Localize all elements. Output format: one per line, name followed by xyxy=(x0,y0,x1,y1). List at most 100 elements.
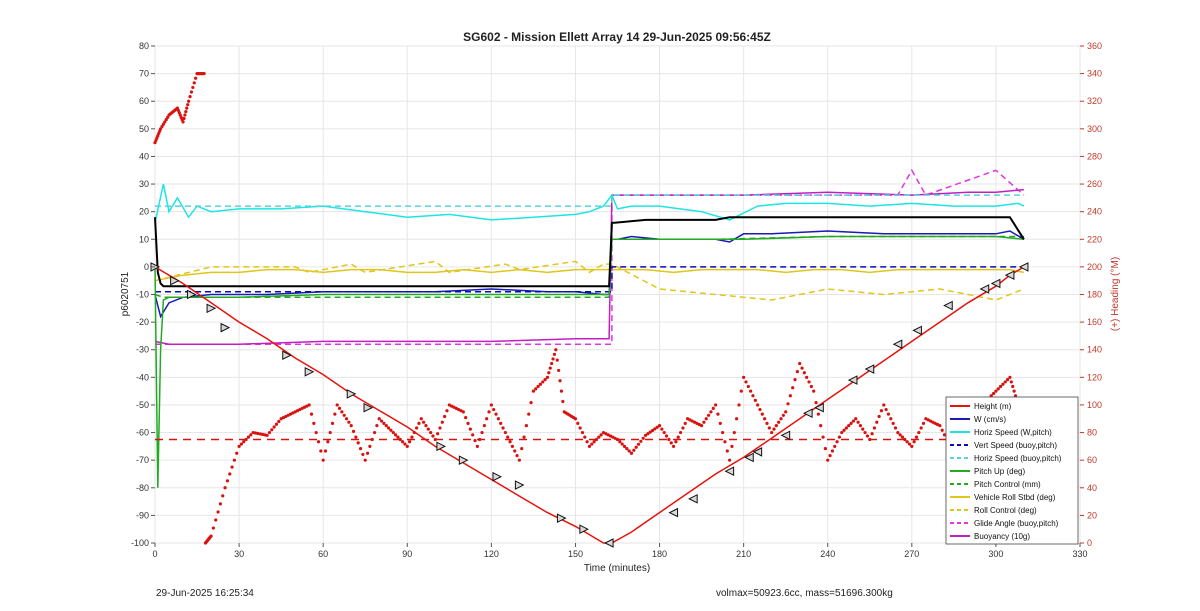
chart-title: SG602 - Mission Ellett Array 14 29-Jun-2… xyxy=(463,30,771,44)
heading-point xyxy=(187,99,191,103)
heading-point xyxy=(265,433,269,437)
heading-point xyxy=(576,421,580,425)
heading-point xyxy=(863,430,867,435)
heading-point xyxy=(842,428,846,432)
heading-point xyxy=(730,444,734,448)
heading-point xyxy=(396,435,400,439)
heading-point xyxy=(784,410,788,414)
series-vbd-10-cc xyxy=(154,216,1025,288)
heading-point xyxy=(547,371,551,375)
heading-point xyxy=(249,433,253,437)
height-marker xyxy=(186,289,197,300)
y2-axis-label: (+) Heading (°M) xyxy=(1110,257,1121,331)
heading-point xyxy=(664,434,669,438)
heading-point xyxy=(527,412,531,416)
x-axis: 0 30 60 90 120 150 180 210 240 270 300 330 xyxy=(152,543,1088,559)
heading-point xyxy=(636,442,641,446)
heading-point xyxy=(879,409,884,413)
heading-point xyxy=(854,417,858,421)
heading-point xyxy=(314,430,318,435)
heading-point xyxy=(587,444,592,448)
y-tick-label: -90 xyxy=(136,510,149,520)
y2-tick-label: 200 xyxy=(1087,262,1102,272)
heading-point xyxy=(851,419,856,423)
heading-point xyxy=(714,403,718,407)
x-tick-label: 270 xyxy=(904,549,919,559)
heading-point xyxy=(681,426,685,430)
heading-point xyxy=(166,115,170,119)
y-tick-label: -40 xyxy=(136,372,149,382)
series-horiz-speed-buoy-pitch xyxy=(155,194,1024,207)
heading-point xyxy=(618,440,622,444)
x-tick-label: 150 xyxy=(568,549,583,559)
legend-entry: Buoyancy (10g) xyxy=(974,532,1030,541)
heading-point xyxy=(671,444,676,448)
heading-point xyxy=(538,382,543,386)
legend-entry: Pitch Up (deg) xyxy=(974,467,1025,476)
heading-point xyxy=(746,384,750,389)
legend-entry: Vert Speed (buoy,pitch) xyxy=(974,441,1057,450)
heading-point xyxy=(805,375,809,379)
x-tick-label: 330 xyxy=(1072,549,1087,559)
heading-point xyxy=(403,442,407,446)
heading-point xyxy=(1008,375,1012,379)
heading-point xyxy=(340,410,344,414)
height-marker xyxy=(668,507,679,518)
heading-point xyxy=(473,439,477,443)
height-marker xyxy=(688,494,698,504)
heading-point xyxy=(940,428,944,432)
heading-point xyxy=(508,440,512,444)
heading-point xyxy=(163,120,167,124)
heading-point xyxy=(786,402,790,406)
heading-point xyxy=(182,116,186,121)
heading-point xyxy=(578,426,582,430)
heading-point xyxy=(840,430,844,435)
heading-point xyxy=(186,103,190,107)
heading-point xyxy=(274,422,279,426)
heading-point xyxy=(192,81,196,85)
heading-point xyxy=(742,375,746,379)
x-tick-label: 30 xyxy=(234,549,244,559)
heading-point xyxy=(770,430,774,435)
heading-point xyxy=(938,424,942,428)
x-tick-label: 210 xyxy=(736,549,751,559)
heading-point xyxy=(440,420,444,424)
heading-point xyxy=(580,430,585,435)
heading-point xyxy=(513,449,517,453)
y-tick-label: 50 xyxy=(139,124,149,134)
heading-point xyxy=(751,394,755,398)
heading-point xyxy=(882,403,886,407)
y2-tick-label: 60 xyxy=(1087,455,1097,465)
heading-point xyxy=(597,435,601,439)
heading-point xyxy=(634,445,638,449)
heading-point xyxy=(683,421,687,425)
y-tick-label: 0 xyxy=(144,262,149,272)
heading-point xyxy=(699,424,704,428)
height-marker xyxy=(780,430,791,441)
heading-point xyxy=(194,76,198,80)
heading-point xyxy=(351,429,356,434)
y-tick-label: 40 xyxy=(139,151,149,161)
heading-point xyxy=(721,430,725,435)
legend: Height (m) W (cm/s) Horiz Speed (W,pitch) V… xyxy=(945,396,1079,545)
y-tick-label: -10 xyxy=(136,290,149,300)
heading-point xyxy=(482,424,486,428)
heading-point xyxy=(886,412,891,416)
heading-point xyxy=(585,440,589,444)
heading-point xyxy=(639,439,643,443)
heading-point xyxy=(517,458,521,462)
legend-entry: Horiz Speed (buoy,pitch) xyxy=(974,454,1062,463)
heading-point xyxy=(405,444,409,448)
heading-point xyxy=(837,435,842,439)
heading-point xyxy=(1009,380,1013,384)
heading-point xyxy=(1003,380,1007,384)
y2-tick-label: 360 xyxy=(1087,41,1102,51)
y2-tick-label: 40 xyxy=(1087,483,1097,493)
heading-point xyxy=(545,375,550,379)
heading-point xyxy=(989,394,993,398)
heading-point xyxy=(492,407,496,412)
heading-point xyxy=(643,433,648,437)
heading-point xyxy=(749,389,753,393)
heading-point xyxy=(211,526,215,530)
